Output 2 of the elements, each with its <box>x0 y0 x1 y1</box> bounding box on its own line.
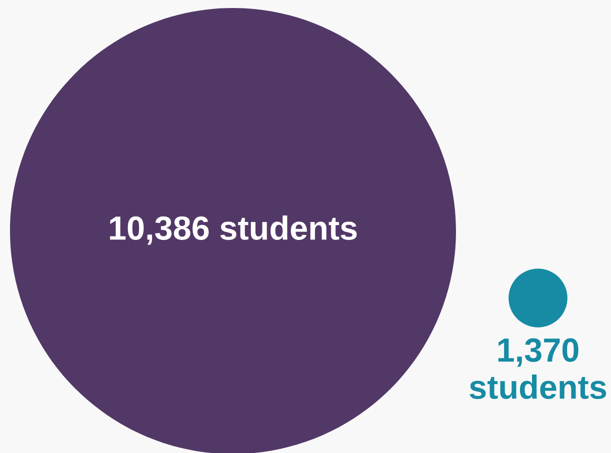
data-label: 10,386 students <box>110 215 357 245</box>
data-label: 1,370 students <box>470 338 606 400</box>
